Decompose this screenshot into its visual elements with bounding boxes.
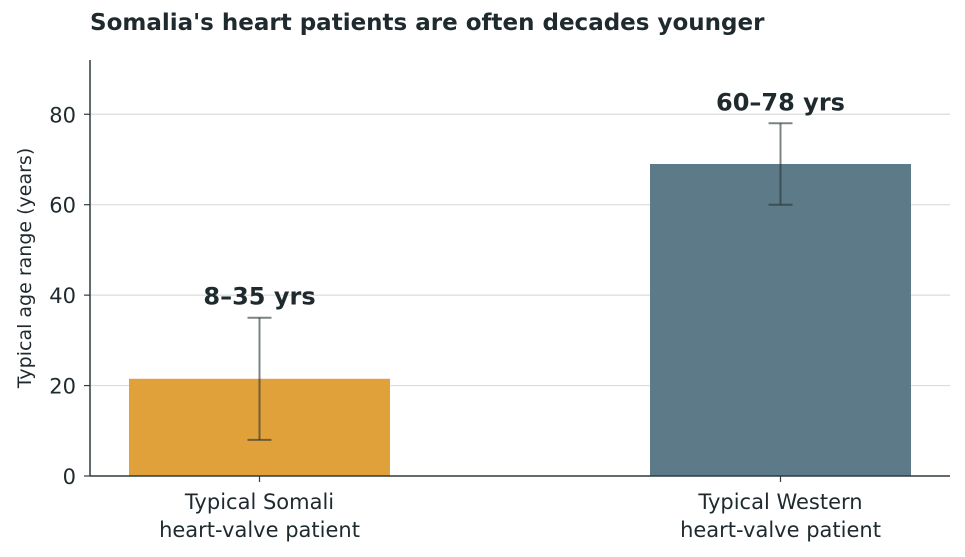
bars [129, 164, 911, 476]
x-tick-label: heart-valve patient [680, 518, 881, 542]
y-axis-label: Typical age range (years) [14, 148, 36, 389]
y-tick-label: 80 [49, 103, 76, 127]
x-tick-label: heart-valve patient [159, 518, 360, 542]
chart-title: Somalia's heart patients are often decad… [90, 10, 765, 36]
data-label: 60–78 yrs [716, 88, 845, 116]
x-tick-label: Typical Western [697, 490, 862, 514]
data-label: 8–35 yrs [203, 283, 315, 311]
bar [650, 164, 911, 476]
labels: 0 20 40 60 80 8–35 yrs 60–78 yrs Typical Somali… [14, 88, 881, 542]
y-tick-label: 20 [49, 375, 76, 399]
x-tick-label: Typical Somali [184, 490, 334, 514]
y-tick-label: 60 [49, 194, 76, 218]
error-bars [247, 122, 793, 441]
y-tick-label: 0 [63, 465, 76, 489]
y-tick-label: 40 [49, 284, 76, 308]
axes [84, 60, 950, 482]
